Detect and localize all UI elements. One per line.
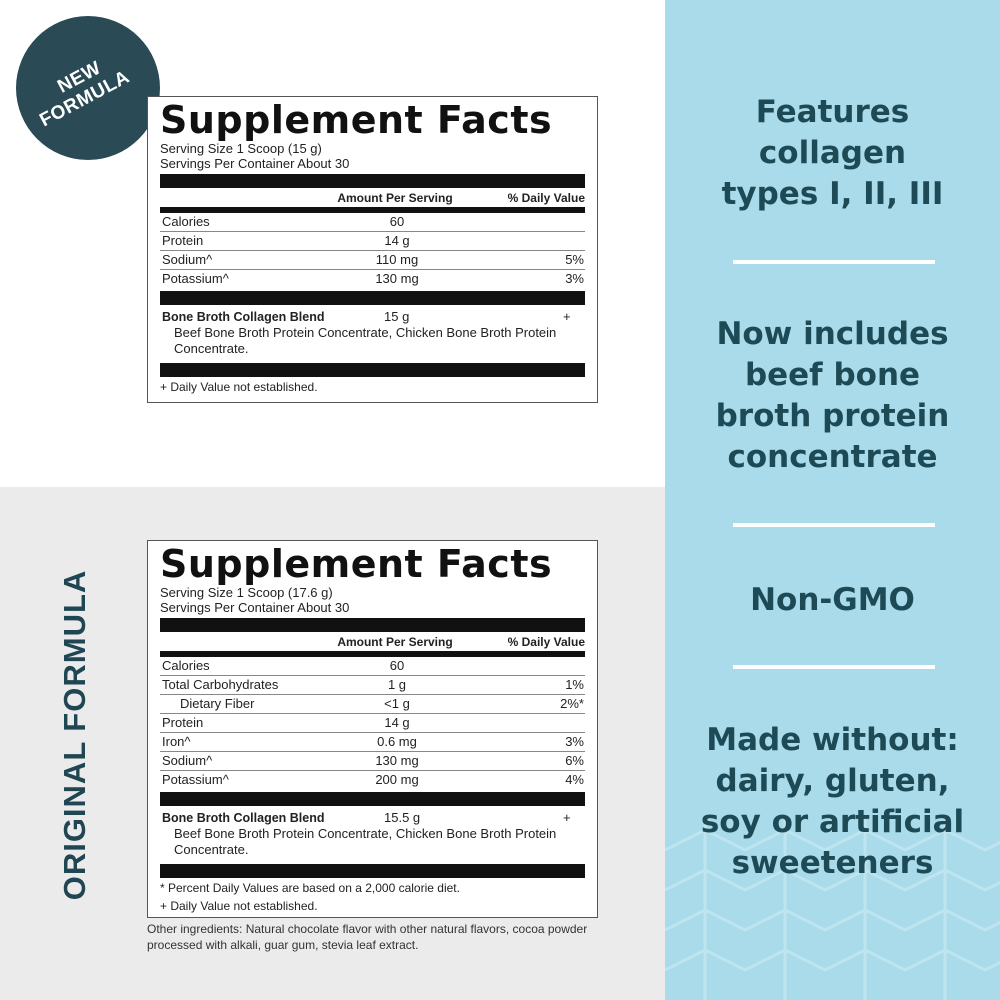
blend-amount: 15 g (384, 309, 410, 324)
label-title: Supplement Facts (160, 542, 553, 586)
serving-size: Serving Size 1 Scoop (15 g) (160, 141, 322, 156)
blend-ingredients: Beef Bone Broth Protein Concentrate, Chi… (174, 325, 557, 356)
header-amount: Amount Per Serving (337, 191, 453, 205)
header-amount: Amount Per Serving (337, 635, 453, 649)
nutrient-daily-value: 6% (565, 753, 584, 768)
nutrient-row: Potassium^ 200 mg 4% (160, 771, 585, 789)
header-daily-value: % Daily Value (507, 635, 585, 649)
nutrient-row: Protein 14 g (160, 232, 585, 251)
nutrient-row: Calories 60 (160, 213, 585, 232)
thick-rule (160, 864, 585, 878)
nutrient-amount: 60 (389, 658, 405, 673)
nutrient-daily-value: 2%* (560, 696, 584, 711)
footnote: * Percent Daily Values are based on a 2,… (160, 881, 460, 895)
nutrient-daily-value (472, 232, 585, 250)
new-formula-badge: NEW FORMULA (16, 16, 160, 160)
blend-section: Bone Broth Collagen Blend 15 g + Beef Bone … (160, 307, 585, 360)
blend-name: Bone Broth Collagen Blend (162, 310, 325, 324)
nutrient-amount: 200 mg (375, 772, 419, 787)
nutrient-amount: 130 mg (375, 753, 419, 768)
nutrient-name: Calories (162, 658, 210, 673)
column-header: Amount Per Serving % Daily Value (160, 634, 585, 651)
thick-rule (160, 174, 585, 188)
nutrient-daily-value: 4% (565, 772, 584, 787)
nutrient-row: Protein 14 g (160, 714, 585, 733)
blend-ingredients: Beef Bone Broth Protein Concentrate, Chi… (174, 826, 557, 857)
nutrient-name: Sodium^ (162, 753, 213, 768)
original-supplement-facts: Supplement Facts Serving Size 1 Scoop (17… (147, 540, 598, 918)
nutrient-name: Dietary Fiber (180, 696, 255, 711)
servings-per-container: Servings Per Container About 30 (160, 156, 350, 171)
nutrient-amount: 110 mg (375, 252, 419, 267)
servings-per-container: Servings Per Container About 30 (160, 600, 350, 615)
medium-rule (160, 207, 585, 213)
thick-rule (160, 618, 585, 632)
divider (733, 260, 935, 264)
nutrient-name: Protein (162, 233, 204, 248)
footnote: + Daily Value not established. (160, 899, 318, 913)
blend-row: Bone Broth Collagen Blend 15 g + (162, 309, 583, 325)
nutrient-daily-value (472, 714, 585, 732)
nutrient-amount: 0.6 mg (377, 734, 417, 749)
thick-rule (160, 291, 585, 305)
divider (733, 523, 935, 527)
nutrient-row: Total Carbohydrates 1 g 1% (160, 676, 585, 695)
nutrient-amount: 130 mg (375, 271, 419, 286)
blend-section: Bone Broth Collagen Blend 15.5 g + Beef Bon… (160, 808, 585, 861)
feature-collagen-types: Features collagen types I, II, III (721, 94, 944, 212)
blend-row: Bone Broth Collagen Blend 15.5 g + (162, 810, 583, 826)
feature-made-without: Made without: dairy, gluten, soy or arti… (700, 722, 965, 881)
new-supplement-facts: Supplement Facts Serving Size 1 Scoop (15… (147, 96, 598, 403)
nutrient-row: Iron^ 0.6 mg 3% (160, 733, 585, 752)
nutrient-name: Total Carbohydrates (162, 677, 279, 692)
original-formula-label: ORIGINAL FORMULA (57, 569, 92, 901)
column-header: Amount Per Serving % Daily Value (160, 190, 585, 207)
blend-daily-value: + (563, 810, 571, 825)
nutrient-name: Calories (162, 214, 210, 229)
thick-rule (160, 363, 585, 377)
nutrient-name: Protein (162, 715, 204, 730)
blend-amount: 15.5 g (384, 810, 421, 825)
nutrient-row: Sodium^ 110 mg 5% (160, 251, 585, 270)
footnote: + Daily Value not established. (160, 380, 318, 394)
nutrient-amount: 14 g (384, 233, 410, 248)
nutrient-amount: 1 g (387, 677, 407, 692)
nutrient-daily-value: 1% (565, 677, 584, 692)
nutrient-name: Iron^ (162, 734, 191, 749)
nutrient-name: Sodium^ (162, 252, 213, 267)
serving-size: Serving Size 1 Scoop (17.6 g) (160, 585, 333, 600)
nutrient-amount: 14 g (384, 715, 410, 730)
nutrient-row: Dietary Fiber <1 g 2%* (160, 695, 585, 714)
nutrient-row: Potassium^ 130 mg 3% (160, 270, 585, 288)
blend-daily-value: + (563, 309, 571, 324)
blend-name: Bone Broth Collagen Blend (162, 811, 325, 825)
nutrient-row: Sodium^ 130 mg 6% (160, 752, 585, 771)
feature-non-gmo: Non-GMO (750, 582, 915, 618)
nutrient-amount: <1 g (384, 696, 410, 711)
nutrient-daily-value: 3% (565, 734, 584, 749)
feature-beef-bone-broth: Now includes beef bone broth protein con… (715, 316, 950, 475)
label-title: Supplement Facts (160, 98, 553, 142)
nutrient-daily-value (472, 657, 585, 675)
other-ingredients: Other ingredients: Natural chocolate fla… (147, 922, 588, 952)
nutrient-daily-value: 5% (565, 252, 584, 267)
medium-rule (160, 651, 585, 657)
divider (733, 665, 935, 669)
chevron-pattern (665, 820, 1000, 1000)
nutrient-daily-value (472, 213, 585, 231)
features-panel: Features collagen types I, II, III Now i… (665, 0, 1000, 1000)
thick-rule (160, 792, 585, 806)
nutrient-amount: 60 (389, 214, 405, 229)
nutrient-daily-value: 3% (565, 271, 584, 286)
nutrient-row: Calories 60 (160, 657, 585, 676)
nutrient-name: Potassium^ (162, 271, 229, 286)
header-daily-value: % Daily Value (507, 191, 585, 205)
nutrient-name: Potassium^ (162, 772, 229, 787)
